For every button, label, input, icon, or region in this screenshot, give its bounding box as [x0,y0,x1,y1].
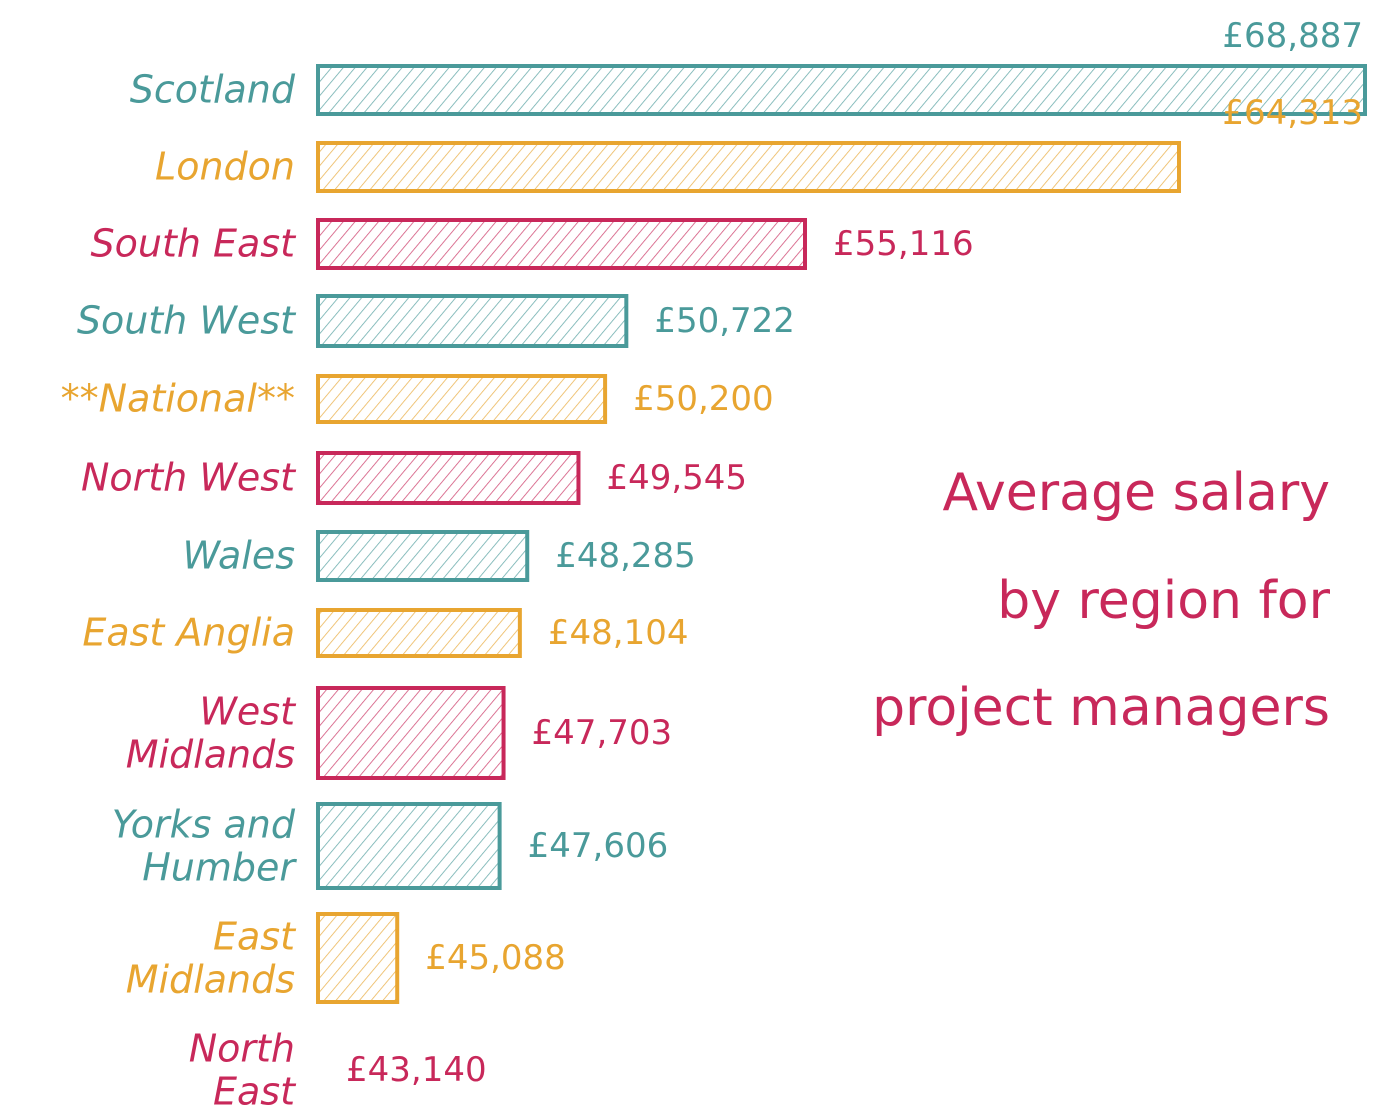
value-label: £55,116 [833,223,974,264]
category-label: North West [80,455,295,500]
bar [316,802,502,890]
value-label: £43,140 [346,1049,487,1090]
value-label: £68,887 [1222,15,1363,56]
bar [316,294,629,348]
bar [316,64,1367,116]
bar [316,451,581,505]
value-label: £47,606 [527,825,669,866]
bar [316,374,608,424]
category-label: South West [76,298,295,343]
category-label: East Anglia [82,610,295,655]
bar [316,218,808,270]
value-label: £50,722 [654,300,795,341]
category-label: East Midlands [125,914,295,1001]
bar [316,912,400,1004]
category-label: North East [188,1026,295,1113]
value-label: £48,285 [555,535,696,576]
value-label: £64,313 [1222,92,1363,133]
value-label: £47,703 [531,712,673,753]
category-label: West Midlands [125,689,295,776]
category-label: South East [90,221,295,266]
category-label: **National** [60,376,295,421]
bar [316,608,522,658]
chart-title: Average salary by region for project man… [872,463,1330,739]
value-label: £48,104 [547,612,689,653]
value-label: £49,545 [606,457,748,498]
value-label: £45,088 [425,937,566,978]
bar [316,686,506,780]
value-label: £50,200 [633,378,774,419]
category-label: Scotland [129,67,295,112]
bar [316,530,530,582]
category-label: Yorks and Humber [111,802,295,889]
category-label: Wales [182,533,295,578]
category-label: London [155,144,295,189]
bar [316,141,1181,193]
